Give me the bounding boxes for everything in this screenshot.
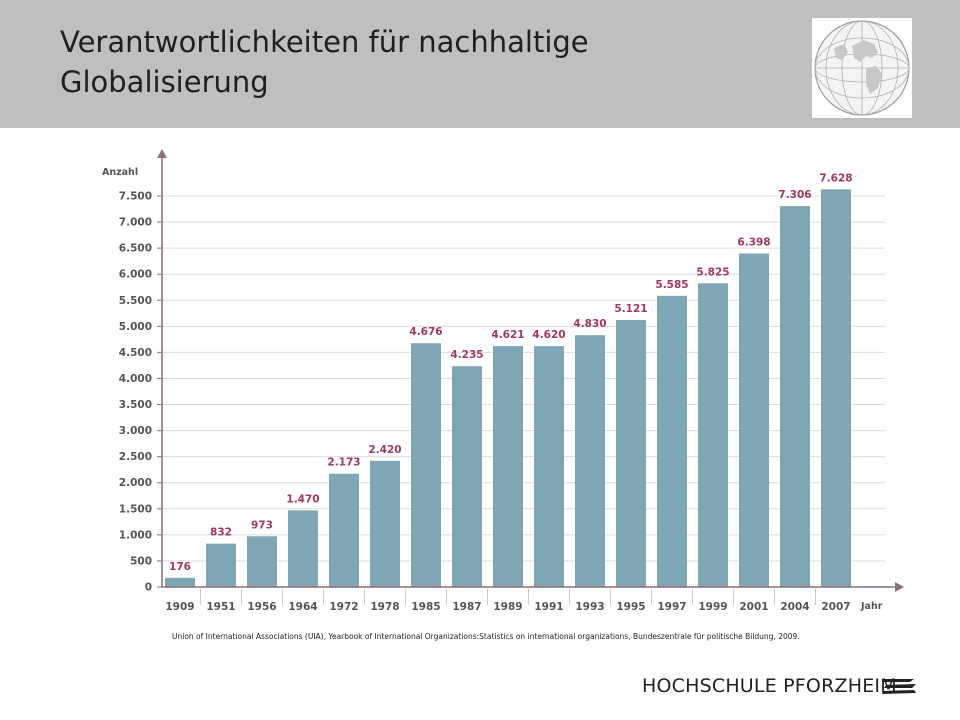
data-label: 2.173 [327,457,360,469]
y-tick-label: 5.500 [119,295,152,307]
y-tick-label: 3.500 [119,399,152,411]
y-axis-arrow [157,149,167,158]
bar-1951 [206,543,236,587]
data-label: 5.825 [696,266,729,278]
data-label: 5.585 [655,279,688,291]
bar-1985 [411,343,441,587]
x-tick-label: 1989 [493,601,522,613]
y-tick-label: 7.500 [119,191,152,203]
y-tick-label: 0 [145,582,152,594]
y-tick-label: 1.500 [119,503,152,515]
y-axis-title: Anzahl [102,167,138,178]
y-tick-label: 6.000 [119,269,152,281]
x-tick-label: 2001 [739,601,768,613]
x-tick-label: 1956 [247,601,276,613]
y-tick-label: 6.500 [119,243,152,255]
data-label: 7.306 [778,189,811,201]
x-tick-label: 1997 [657,601,686,613]
source-citation: Union of International Associations (UIA… [172,632,800,641]
x-tick-label: 2007 [821,601,850,613]
bar-1997 [657,295,687,587]
x-tick-label: 1978 [370,601,399,613]
data-label: 1.470 [286,493,319,505]
x-tick-label: 1993 [575,601,604,613]
title-line-2: Globalisierung [60,65,269,99]
y-tick-labels: 0 500 1.000 1.500 2.000 2.500 3.000 3.500 4.000 4… [119,191,152,594]
x-tick-label: 2004 [780,601,809,613]
x-tick-label: 1995 [616,601,645,613]
data-label: 973 [251,519,273,531]
x-tick-label: 1964 [288,601,317,613]
data-label: 4.676 [409,326,442,338]
x-tick-label: 1972 [329,601,358,613]
bar-1993 [575,335,605,587]
data-label: 4.235 [450,349,483,361]
x-tick-label: 1991 [534,601,563,613]
bar-2004 [780,206,810,587]
x-tick-labels: 1909 1951 1956 1964 1972 1978 1985 1987 1989 1991… [165,589,851,613]
data-label: 5.121 [614,303,647,315]
bar-1995 [616,320,646,587]
x-tick-label: 1999 [698,601,727,613]
x-tick-label: 1985 [411,601,440,613]
bar-chart: Anzahl Jahr 0 500 1.000 1.500 2.000 2.500 3.00… [95,148,915,622]
data-label: 832 [210,527,232,539]
bar-1999 [698,283,728,587]
bar-1956 [247,536,277,587]
slide-title: Verantwortlichkeiten für nachhaltige Glo… [60,22,589,102]
x-tick-label: 1951 [206,601,235,613]
title-line-1: Verantwortlichkeiten für nachhaltige [60,25,589,59]
y-tick-label: 1.000 [119,529,152,541]
bar-1991 [534,346,564,587]
chart-canvas: Anzahl Jahr 0 500 1.000 1.500 2.000 2.500 3.00… [102,149,904,613]
stripes-logo-icon [880,677,918,699]
header-bar: Verantwortlichkeiten für nachhaltige Glo… [0,0,960,128]
data-label: 6.398 [737,236,770,248]
footer-institution: HOCHSCHULE PFORZHEIM [642,675,897,697]
y-tick-label: 2.000 [119,477,152,489]
y-tick-label: 2.500 [119,451,152,463]
data-label: 4.621 [491,329,524,341]
y-tick-label: 3.000 [119,425,152,437]
data-label: 2.420 [368,444,401,456]
bar-1989 [493,346,523,587]
y-tick-label: 4.500 [119,347,152,359]
bars [165,189,851,587]
x-axis-title: Jahr [860,601,883,612]
data-labels: 176 832 973 1.470 2.173 2.420 4.676 4.235 4.621 4… [169,172,853,572]
data-label: 7.628 [819,172,852,184]
data-label: 176 [169,561,191,573]
axes [157,149,904,592]
x-tick-label: 1909 [165,601,194,613]
bar-1964 [288,510,318,587]
bar-1978 [370,460,400,587]
x-axis-arrow [895,582,904,592]
data-label: 4.830 [573,318,606,330]
bar-2001 [739,253,769,587]
globe-icon [812,18,912,118]
bar-2007 [821,189,851,587]
y-tick-label: 500 [130,555,152,567]
x-tick-label: 1987 [452,601,481,613]
y-tick-label: 4.000 [119,373,152,385]
y-tick-label: 5.000 [119,321,152,333]
bar-1987 [452,366,482,587]
y-tick-label: 7.000 [119,217,152,229]
data-label: 4.620 [532,329,565,341]
bar-1909 [165,577,195,587]
bar-1972 [329,473,359,587]
